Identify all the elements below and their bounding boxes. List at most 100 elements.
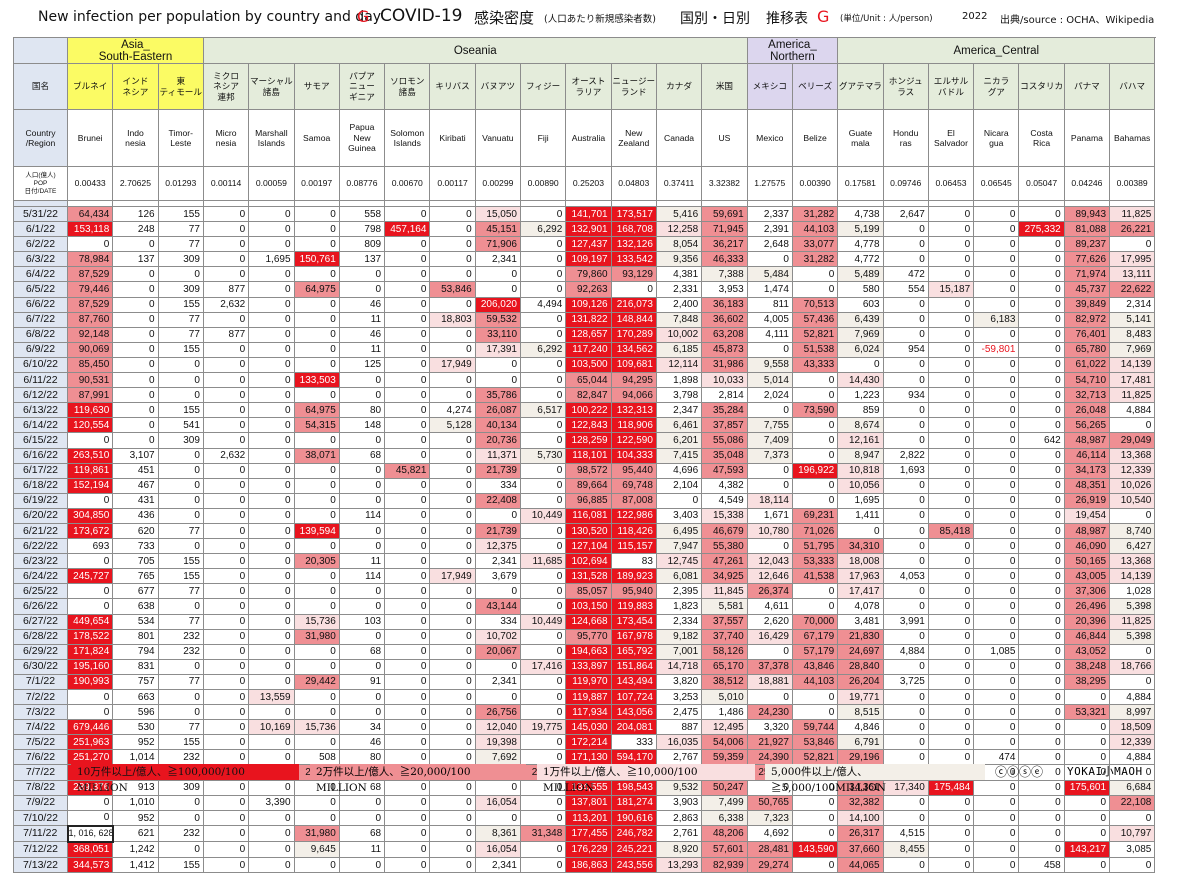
value-cell: 0 — [927, 326, 975, 343]
value-cell: 887 — [655, 719, 703, 736]
value-cell: 0 — [927, 825, 975, 843]
value-cell: 46,333 — [701, 251, 748, 268]
value-cell: 304,850 — [66, 507, 114, 524]
value-cell: 0 — [882, 507, 929, 524]
value-cell: 765 — [112, 568, 159, 585]
value-cell: 48,987 — [1063, 522, 1111, 540]
value-cell: 126 — [112, 205, 159, 223]
value-cell: 3,798 — [655, 387, 703, 404]
table-row: 6/21/22 173,672 620 77 0 0 139,594 0 0 0 21,739 0 13… — [13, 522, 1156, 540]
value-cell: 693 — [66, 538, 114, 555]
value-cell: 80 — [338, 749, 386, 766]
value-cell: 0 — [882, 522, 929, 540]
value-cell: 6,292 — [519, 341, 567, 358]
value-cell: 0 — [882, 296, 929, 313]
value-cell: 0 — [157, 809, 204, 827]
value-cell: 2,761 — [655, 825, 703, 843]
value-cell: 0 — [610, 281, 657, 298]
value-cell: 0 — [202, 598, 250, 615]
value-cell: 0 — [882, 719, 929, 736]
value-cell: 0 — [248, 296, 295, 313]
population-cell: 0.00670 — [384, 166, 431, 201]
value-cell: 0 — [973, 583, 1020, 600]
value-cell: 0 — [248, 341, 295, 358]
value-cell: 155 — [157, 734, 204, 751]
value-cell: 0 — [1109, 507, 1156, 524]
title-g-mark: G — [357, 7, 370, 26]
value-cell: 0 — [429, 734, 476, 751]
value-cell: 82,939 — [701, 857, 748, 873]
value-cell: 1,823 — [655, 598, 703, 615]
value-cell: 0 — [882, 857, 929, 873]
legend: 10万件以上/億人、≧100,000/100 MILLION 2万件以上/億人、… — [13, 764, 1193, 794]
value-cell: 12,646 — [746, 568, 793, 585]
value-cell: 0 — [1063, 857, 1111, 873]
value-cell: 0 — [157, 538, 204, 555]
value-cell: 0 — [157, 658, 204, 675]
value-cell: 71,945 — [701, 221, 748, 238]
value-cell: 0 — [248, 492, 295, 509]
value-cell: 0 — [338, 794, 386, 811]
country-name-jp: オースト ラリア — [565, 63, 612, 110]
value-cell: 596 — [112, 704, 159, 721]
country-name-en: Costa Rica — [1018, 109, 1065, 167]
value-cell: 0 — [1018, 688, 1065, 706]
value-cell: 132,126 — [610, 236, 657, 253]
table-row: 6/11/22 90,531 0 0 0 0 133,503 0 0 0 0 0 65,044 94,29… — [13, 372, 1156, 389]
value-cell: 0 — [248, 583, 295, 600]
value-cell: 0 — [882, 236, 929, 253]
value-cell: 2,341 — [474, 673, 522, 691]
value-cell: 0 — [384, 719, 431, 736]
country-name-en: Mexico — [746, 109, 793, 167]
table-row: 6/16/22 263,510 3,107 0 2,632 0 38,071 68 0 0 11,3… — [13, 447, 1156, 464]
value-cell: 48,351 — [1063, 477, 1111, 494]
value-cell: 80 — [338, 402, 386, 419]
value-cell: 3,725 — [882, 673, 929, 691]
value-cell: 43,144 — [474, 598, 522, 615]
value-cell: 0 — [519, 794, 567, 811]
value-cell: 35,786 — [474, 387, 522, 404]
value-cell: 3,253 — [655, 688, 703, 706]
value-cell: 11 — [338, 311, 386, 328]
value-cell: 0 — [248, 613, 295, 630]
value-cell: 8,920 — [655, 841, 703, 859]
value-cell: 0 — [293, 507, 340, 524]
table-row: 6/7/22 87,760 0 77 0 0 0 11 0 18,803 59,532 0 131,82… — [13, 311, 1156, 328]
value-cell: 0 — [973, 719, 1020, 736]
value-cell: 71,906 — [474, 236, 522, 253]
value-cell: 19,454 — [1063, 507, 1111, 524]
value-cell: 0 — [202, 688, 250, 706]
value-cell: 0 — [973, 568, 1020, 585]
value-cell: 0 — [1018, 326, 1065, 343]
value-cell: 0 — [384, 402, 431, 419]
value-cell: 51,538 — [791, 341, 839, 358]
population-cell: 0.09746 — [882, 166, 929, 201]
value-cell: 0 — [202, 704, 250, 721]
value-cell: 54,006 — [701, 734, 748, 751]
value-cell: 0 — [429, 221, 476, 238]
value-cell: 0 — [66, 794, 114, 811]
value-cell: 0 — [1018, 613, 1065, 630]
value-cell: 87,529 — [66, 266, 114, 283]
table-row: 6/12/22 87,991 0 0 0 0 0 0 0 0 35,786 0 82,847 94,066… — [13, 387, 1156, 404]
population-cell: 0.06545 — [973, 166, 1020, 201]
value-cell: 45,737 — [1063, 281, 1111, 298]
value-cell: 0 — [429, 236, 476, 253]
value-cell: 0 — [157, 372, 204, 389]
value-cell: 0 — [429, 447, 476, 464]
country-name-en: Samoa — [293, 109, 340, 167]
value-cell: 0 — [248, 749, 295, 766]
value-cell: 0 — [882, 251, 929, 268]
date-cell: 6/10/22 — [13, 356, 68, 374]
value-cell: 79,860 — [565, 266, 612, 283]
value-cell: 952 — [112, 809, 159, 827]
value-cell: 0 — [384, 553, 431, 570]
value-cell: 0 — [112, 372, 159, 389]
value-cell: 0 — [1018, 643, 1065, 660]
value-cell: 0 — [157, 794, 204, 811]
value-cell: 798 — [338, 221, 386, 238]
value-cell: 251,270 — [66, 749, 114, 766]
country-name-jp: ミクロ ネシア 連邦 — [202, 63, 250, 110]
date-cell: 7/2/22 — [13, 688, 68, 706]
value-cell: 0 — [791, 492, 839, 509]
